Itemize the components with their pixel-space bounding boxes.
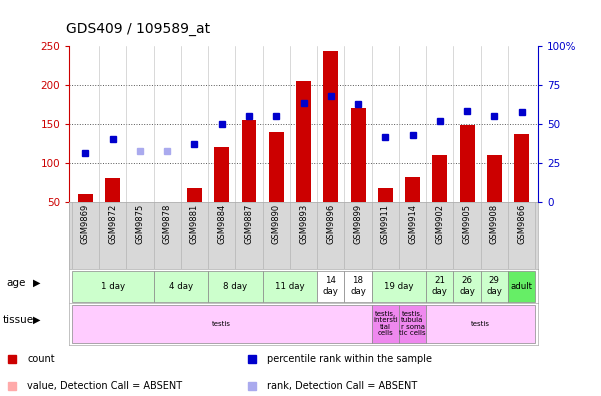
Bar [487,155,502,202]
Text: GSM9887: GSM9887 [245,204,254,244]
Text: count: count [27,354,55,364]
Text: GSM9869: GSM9869 [81,204,90,244]
Text: ▶: ▶ [33,314,40,325]
Text: GSM9911: GSM9911 [381,204,390,244]
Bar [208,270,263,302]
Text: 14
day: 14 day [323,276,339,296]
Bar [154,270,208,302]
Text: GSM9914: GSM9914 [408,204,417,244]
Bar [78,194,93,202]
Text: rank, Detection Call = ABSENT: rank, Detection Call = ABSENT [267,381,418,391]
Text: GSM9893: GSM9893 [299,204,308,244]
Bar [405,177,420,202]
Text: GSM9890: GSM9890 [272,204,281,244]
Text: testis: testis [212,321,231,327]
Bar [214,147,229,202]
Text: GSM9896: GSM9896 [326,204,335,244]
Text: 19 day: 19 day [384,282,413,291]
Bar [426,305,535,343]
Bar [72,270,154,302]
Bar [508,270,535,302]
Text: percentile rank within the sample: percentile rank within the sample [267,354,433,364]
Text: GSM9884: GSM9884 [217,204,226,244]
Text: testis: testis [471,321,490,327]
Text: 26
day: 26 day [459,276,475,296]
Bar [453,270,481,302]
Text: testis,
tubula
r soma
tic cells: testis, tubula r soma tic cells [399,311,426,337]
Bar [317,270,344,302]
Text: 21
day: 21 day [432,276,448,296]
Text: 18
day: 18 day [350,276,366,296]
Text: 8 day: 8 day [224,282,248,291]
Bar [263,270,317,302]
Bar [105,179,120,202]
Text: adult: adult [510,282,532,291]
Text: GSM9902: GSM9902 [435,204,444,244]
Bar [242,120,257,202]
Text: GSM9878: GSM9878 [163,204,172,244]
Bar [371,270,426,302]
Bar [269,131,284,202]
Text: GSM9905: GSM9905 [463,204,472,244]
Text: age: age [6,278,25,288]
Text: value, Detection Call = ABSENT: value, Detection Call = ABSENT [27,381,182,391]
Text: GDS409 / 109589_at: GDS409 / 109589_at [66,22,210,36]
Bar [323,51,338,202]
Text: 4 day: 4 day [169,282,193,291]
Text: GSM9875: GSM9875 [135,204,144,244]
Text: tissue: tissue [2,314,34,325]
Bar [187,188,202,202]
Bar [378,188,393,202]
Text: ▶: ▶ [33,278,40,288]
Bar [296,81,311,202]
Text: 11 day: 11 day [275,282,305,291]
Bar [399,305,426,343]
Text: GSM9866: GSM9866 [517,204,526,244]
Bar [481,270,508,302]
Text: 1 day: 1 day [100,282,125,291]
Bar [72,305,371,343]
Text: GSM9872: GSM9872 [108,204,117,244]
Bar [514,134,529,202]
Bar [432,155,447,202]
Text: GSM9881: GSM9881 [190,204,199,244]
Bar [344,270,371,302]
Text: 29
day: 29 day [486,276,502,296]
Bar [350,108,365,202]
Text: GSM9908: GSM9908 [490,204,499,244]
Text: testis,
intersti
tial
cells: testis, intersti tial cells [373,311,398,337]
Bar [426,270,453,302]
Text: GSM9899: GSM9899 [353,204,362,244]
Bar [371,305,399,343]
Bar [460,125,475,202]
